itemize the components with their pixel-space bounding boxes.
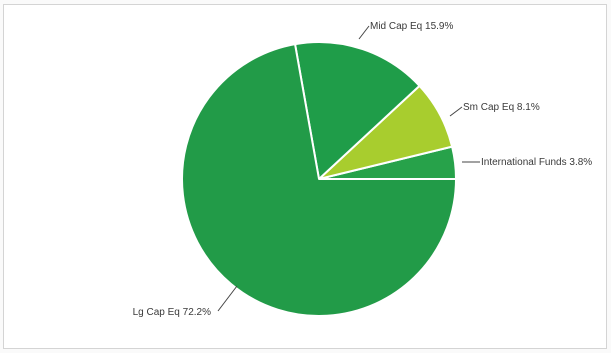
leader-line (217, 285, 238, 312)
leader-line (449, 106, 463, 117)
data-label: International Funds 3.8% (481, 157, 592, 168)
leader-line (358, 25, 370, 40)
data-label: Sm Cap Eq 8.1% (463, 102, 540, 113)
data-label: Lg Cap Eq 72.2% (133, 307, 211, 318)
pie-slice-lg-cap-eq[interactable] (181, 43, 457, 317)
pie-chart: International Funds 3.8% Sm Cap Eq 8.1% Mi… (133, 21, 593, 318)
data-label: Mid Cap Eq 15.9% (370, 21, 453, 32)
pie-slice-mid-cap-eq[interactable] (294, 41, 421, 180)
chart-panel: International Funds 3.8% Sm Cap Eq 8.1% Mi… (3, 4, 607, 349)
